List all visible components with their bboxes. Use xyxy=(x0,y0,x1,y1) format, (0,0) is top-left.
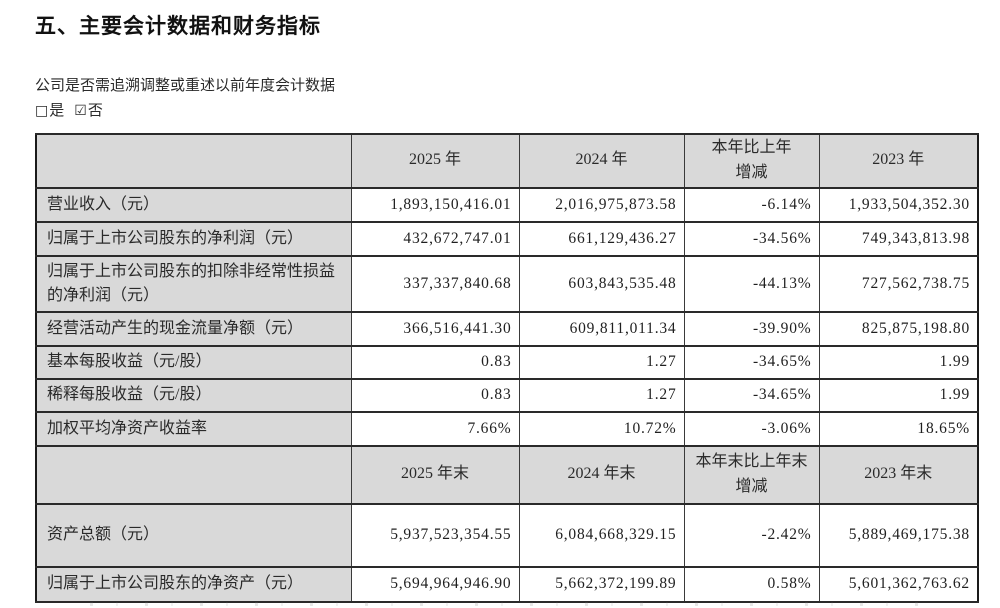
value-2023: 1.99 xyxy=(818,377,979,413)
value-change: -44.13% xyxy=(683,254,820,313)
value-2024: 661,129,436.27 xyxy=(518,220,685,257)
row-label: 经营活动产生的现金流量净额（元） xyxy=(35,310,352,347)
header-2024: 2024 年 xyxy=(518,133,685,189)
row-net-assets: 归属于上市公司股东的净资产（元） 5,694,964,946.90 5,662,… xyxy=(35,565,979,603)
value-2023: 825,875,198.80 xyxy=(818,310,979,347)
row-label: 营业收入（元） xyxy=(35,186,352,223)
value-2024: 1.27 xyxy=(518,344,685,380)
row-label: 资产总额（元） xyxy=(35,502,352,568)
checkbox-checked-icon: ☑ xyxy=(74,103,87,119)
row-label: 基本每股收益（元/股） xyxy=(35,344,352,380)
header-eop-change: 本年末比上年末 增减 xyxy=(683,444,820,505)
value-2024: 6,084,668,329.15 xyxy=(518,502,685,568)
header-2025-eop: 2025 年末 xyxy=(350,444,520,505)
header-yoy-change: 本年比上年 增减 xyxy=(683,133,820,189)
value-2023: 5,601,362,763.62 xyxy=(818,565,979,603)
value-2023: 749,343,813.98 xyxy=(818,220,979,257)
value-change: -34.65% xyxy=(683,344,820,380)
cutoff-next-line-artifact xyxy=(90,602,920,606)
value-2023: 727,562,738.75 xyxy=(818,254,979,313)
value-change: -39.90% xyxy=(683,310,820,347)
value-2024: 10.72% xyxy=(518,410,685,447)
row-label: 归属于上市公司股东的扣除非经常性损益的净利润（元） xyxy=(35,254,352,313)
value-change: -34.65% xyxy=(683,377,820,413)
row-net-profit: 归属于上市公司股东的净利润（元） 432,672,747.01 661,129,… xyxy=(35,220,979,257)
value-change: -2.42% xyxy=(683,502,820,568)
checkbox-yes-label: 是 xyxy=(49,103,65,119)
value-2025: 0.83 xyxy=(350,344,520,380)
row-deducted-net-profit: 归属于上市公司股东的扣除非经常性损益的净利润（元） 337,337,840.68… xyxy=(35,254,979,313)
value-2025: 7.66% xyxy=(350,410,520,447)
value-2025: 337,337,840.68 xyxy=(350,254,520,313)
header-blank-cell xyxy=(35,444,352,505)
row-label: 归属于上市公司股东的净资产（元） xyxy=(35,565,352,603)
value-2025: 5,937,523,354.55 xyxy=(350,502,520,568)
value-2025: 366,516,441.30 xyxy=(350,310,520,347)
header-2024-eop: 2024 年末 xyxy=(518,444,685,505)
header-2023-eop: 2023 年末 xyxy=(818,444,979,505)
row-diluted-eps: 稀释每股收益（元/股） 0.83 1.27 -34.65% 1.99 xyxy=(35,377,979,413)
value-2023: 18.65% xyxy=(818,410,979,447)
checkbox-no-label: 否 xyxy=(87,103,103,119)
restate-answer-line: □是 ☑否 xyxy=(35,99,103,120)
row-label: 稀释每股收益（元/股） xyxy=(35,377,352,413)
value-2024: 5,662,372,199.89 xyxy=(518,565,685,603)
value-2025: 1,893,150,416.01 xyxy=(350,186,520,223)
row-label: 加权平均净资产收益率 xyxy=(35,410,352,447)
section-title: 五、主要会计数据和财务指标 xyxy=(35,14,321,38)
header-blank-cell xyxy=(35,133,352,189)
checkbox-yes: □是 xyxy=(35,103,64,119)
value-change: 0.58% xyxy=(683,565,820,603)
period-header-row: 2025 年 2024 年 本年比上年 增减 2023 年 xyxy=(35,133,979,189)
value-2025: 432,672,747.01 xyxy=(350,220,520,257)
value-2024: 2,016,975,873.58 xyxy=(518,186,685,223)
row-weighted-avg-roe: 加权平均净资产收益率 7.66% 10.72% -3.06% 18.65% xyxy=(35,410,979,447)
row-label: 归属于上市公司股东的净利润（元） xyxy=(35,220,352,257)
checkbox-unchecked-icon: □ xyxy=(35,103,49,119)
value-2025: 5,694,964,946.90 xyxy=(350,565,520,603)
value-2024: 603,843,535.48 xyxy=(518,254,685,313)
eop-header-row: 2025 年末 2024 年末 本年末比上年末 增减 2023 年末 xyxy=(35,444,979,505)
value-2025: 0.83 xyxy=(350,377,520,413)
financial-indicators-table: 2025 年 2024 年 本年比上年 增减 2023 年 营业收入（元） 1,… xyxy=(35,133,979,603)
header-2025: 2025 年 xyxy=(350,133,520,189)
value-2024: 1.27 xyxy=(518,377,685,413)
row-revenue: 营业收入（元） 1,893,150,416.01 2,016,975,873.5… xyxy=(35,186,979,223)
value-2023: 1.99 xyxy=(818,344,979,380)
checkbox-no: ☑否 xyxy=(74,103,103,119)
row-operating-cash-flow: 经营活动产生的现金流量净额（元） 366,516,441.30 609,811,… xyxy=(35,310,979,347)
row-basic-eps: 基本每股收益（元/股） 0.83 1.27 -34.65% 1.99 xyxy=(35,344,979,380)
header-2023: 2023 年 xyxy=(818,133,979,189)
restate-question-text: 公司是否需追溯调整或重述以前年度会计数据 xyxy=(35,78,336,94)
row-total-assets: 资产总额（元） 5,937,523,354.55 6,084,668,329.1… xyxy=(35,502,979,568)
value-change: -3.06% xyxy=(683,410,820,447)
value-change: -6.14% xyxy=(683,186,820,223)
value-2023: 5,889,469,175.38 xyxy=(818,502,979,568)
value-2023: 1,933,504,352.30 xyxy=(818,186,979,223)
value-2024: 609,811,011.34 xyxy=(518,310,685,347)
value-change: -34.56% xyxy=(683,220,820,257)
